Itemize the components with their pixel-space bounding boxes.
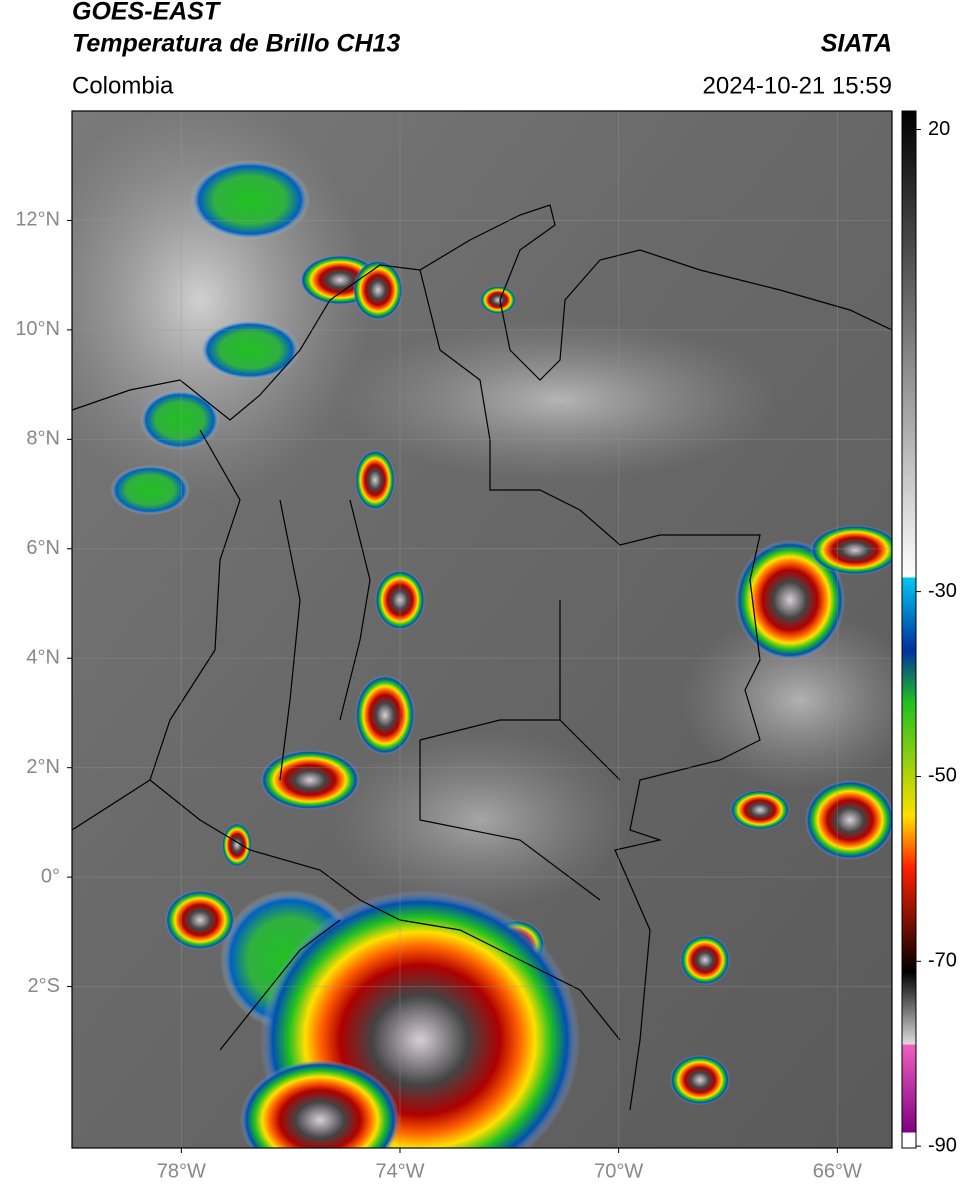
colorbar-label: 20 <box>928 118 950 140</box>
lat-label: 12°N <box>15 209 60 231</box>
region: Colombia <box>72 72 174 99</box>
colorbar-label: -90 <box>928 1134 957 1156</box>
lat-label: 10°N <box>15 318 60 340</box>
lon-label: 70°W <box>594 1160 643 1182</box>
lat-label: 4°N <box>26 647 60 669</box>
colorbar-label: -30 <box>928 580 957 602</box>
title: GOES-EAST <box>72 0 222 26</box>
lat-label: 2°N <box>26 756 60 778</box>
lat-label: 8°N <box>26 428 60 450</box>
lon-label: 74°W <box>375 1160 424 1182</box>
colorbar <box>901 110 917 1149</box>
datetime: 2024-10-21 15:59 <box>703 72 893 99</box>
colorbar-label: -50 <box>928 765 957 787</box>
subtitle: Temperatura de Brillo CH13 <box>72 30 400 58</box>
colorbar-label: -70 <box>928 950 957 972</box>
lat-label: 2°S <box>28 975 60 997</box>
lon-label: 78°W <box>157 1160 206 1182</box>
lon-label: 66°W <box>813 1160 862 1182</box>
satellite-image <box>72 111 892 1148</box>
map-frame <box>71 110 893 1149</box>
lat-label: 0° <box>41 865 60 887</box>
lat-label: 6°N <box>26 537 60 559</box>
source: SIATA <box>821 30 892 58</box>
